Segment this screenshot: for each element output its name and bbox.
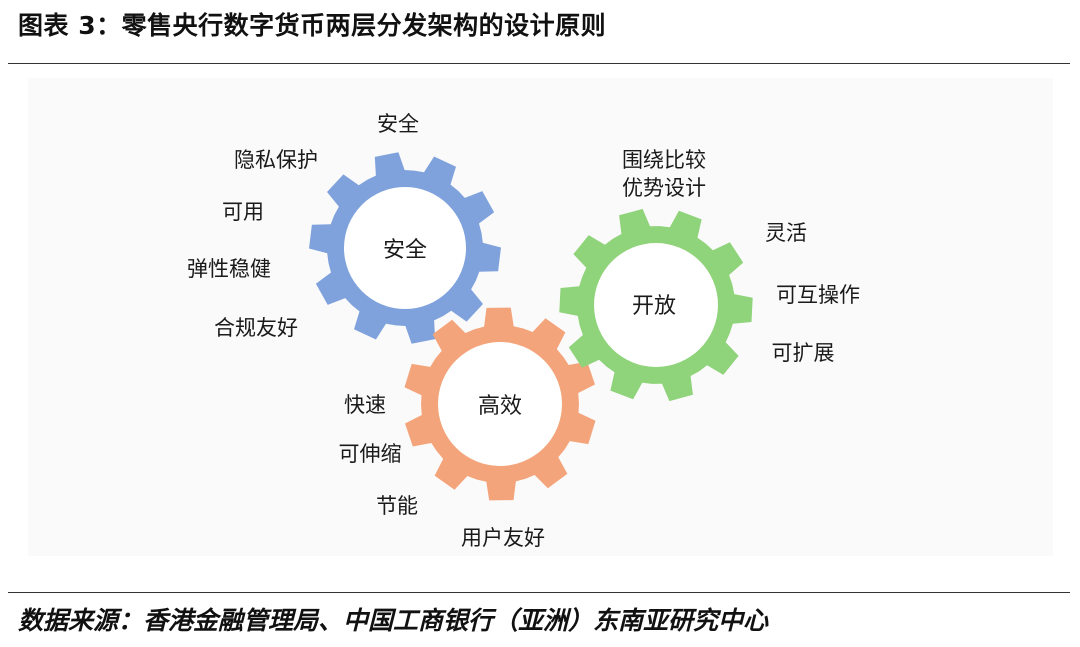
gear-efficient-center-label: 高效 — [478, 394, 522, 419]
open-item-advantage-line2: 优势设计 — [622, 176, 706, 200]
open-item-flexible: 灵活 — [765, 221, 807, 245]
bottom-rule — [8, 592, 1070, 593]
figure-title: 图表 3：零售央行数字货币两层分发架构的设计原则 — [18, 11, 607, 40]
efficient-item-energy: 节能 — [376, 494, 418, 518]
efficient-item-user-friendly: 用户友好 — [461, 526, 545, 550]
gear-open-center-label: 开放 — [632, 294, 676, 319]
open-item-advantage-line1: 围绕比较 — [622, 148, 706, 172]
gear-security — [309, 152, 501, 344]
security-item-compliance: 合规友好 — [214, 316, 298, 340]
gear-efficient-hole — [438, 342, 562, 466]
gear-efficient — [404, 307, 596, 501]
gear-open — [559, 208, 753, 402]
source-note: 数据来源：香港金融管理局、中国工商银行（亚洲）东南亚研究中心 — [18, 606, 769, 635]
top-rule — [8, 63, 1070, 64]
gear-open-hole — [594, 243, 718, 367]
security-item-resilience: 弹性稳健 — [187, 257, 271, 281]
efficient-item-elastic: 可伸缩 — [339, 442, 402, 466]
security-item-availability: 可用 — [222, 200, 264, 224]
gear-security-center-label: 安全 — [383, 238, 427, 263]
gear-security-hole — [344, 187, 466, 309]
open-item-interoperable: 可互操作 — [776, 283, 860, 307]
efficient-item-fast: 快速 — [344, 393, 386, 417]
open-item-scalable: 可扩展 — [772, 341, 835, 365]
security-item-safety: 安全 — [377, 112, 419, 136]
security-item-privacy: 隐私保护 — [234, 148, 318, 172]
